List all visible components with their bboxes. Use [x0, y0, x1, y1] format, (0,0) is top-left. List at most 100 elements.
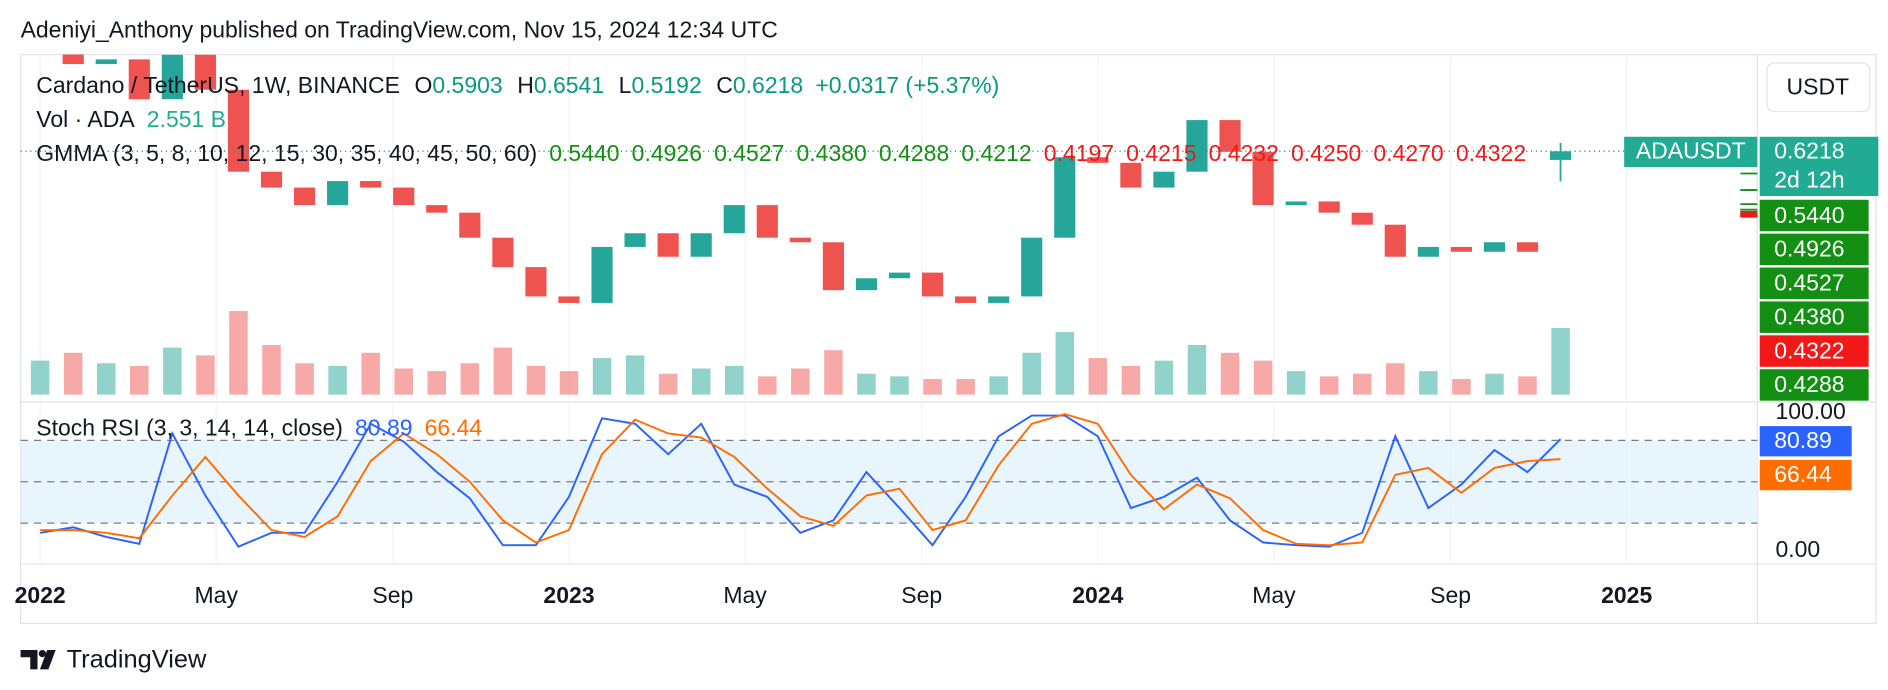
volume-bar — [1551, 327, 1570, 395]
candle-body — [1384, 224, 1406, 257]
gmma-value: 0.4270 — [1373, 140, 1443, 166]
volume-bar — [923, 378, 942, 395]
volume-pane — [30, 311, 1570, 395]
candle-body — [624, 233, 646, 247]
candle-body — [393, 187, 415, 206]
candle-body — [360, 181, 382, 188]
gmma-badge — [1759, 233, 1869, 266]
candle-body — [1087, 157, 1109, 163]
x-tick-label: Sep — [372, 582, 413, 608]
stoch-line — [40, 414, 1562, 548]
volume-bar — [956, 378, 975, 395]
chart-frame — [19, 53, 1877, 624]
stoch-legend: Stoch RSI (3, 3, 14, 14, close) 80.89 66.4… — [36, 415, 482, 441]
candle-body — [525, 267, 547, 297]
symbol-legend: Cardano / TetherUS, 1W, BINANCE O0.5903 H0… — [36, 72, 999, 98]
gmma-value: 0.4232 — [1209, 140, 1279, 166]
price-pane — [62, 54, 1572, 303]
candle-body — [756, 205, 778, 238]
overlay: ADAUSDT 0.6218 2d 12h 0.5440 0.4926 0.4527 0.4… — [15, 136, 1879, 608]
volume-bar — [1220, 352, 1240, 395]
candle-body — [1153, 171, 1175, 188]
price-badge-label: 0.6218 — [1774, 138, 1844, 164]
volume-bar — [1253, 360, 1273, 395]
volume-bar — [658, 373, 678, 395]
change-value: +0.0317 (+5.37%) — [815, 72, 999, 98]
volume-bar — [1088, 358, 1108, 395]
gmma-badge — [1759, 301, 1869, 333]
volume-bar — [460, 363, 480, 395]
candle-body — [988, 296, 1010, 303]
gmma-value: 0.4212 — [961, 140, 1031, 166]
volume-bar — [328, 365, 347, 395]
high-value: 0.6541 — [534, 72, 604, 98]
gmma-badge-label: 0.4288 — [1774, 371, 1844, 397]
gmma-value: 0.4527 — [714, 140, 784, 166]
candle-body — [723, 205, 745, 234]
x-tick-label: 2025 — [1601, 582, 1652, 608]
countdown-label: 2d 12h — [1774, 167, 1844, 193]
gmma-badge-label: 0.4926 — [1774, 236, 1844, 262]
x-tick-label: Sep — [901, 582, 942, 608]
candle-body — [1186, 120, 1208, 172]
gmma-value: 0.4215 — [1126, 140, 1196, 166]
volume-bar — [1154, 360, 1174, 395]
volume-bar — [361, 352, 380, 395]
candle-body — [492, 237, 514, 268]
candle-body — [426, 205, 448, 213]
gmma-badge-label: 0.4380 — [1774, 303, 1844, 329]
volume-bar — [63, 352, 83, 395]
volume-bar — [163, 347, 182, 395]
candle-body — [1516, 242, 1539, 252]
low-label: L — [619, 72, 632, 98]
gmma-value: 0.4322 — [1456, 140, 1526, 166]
volume-bar — [1319, 376, 1339, 395]
candle-body — [591, 246, 613, 303]
y-tick-label: 0.00 — [1775, 536, 1820, 562]
candle-body — [327, 181, 349, 206]
open-value: 0.5903 — [432, 72, 502, 98]
open-label: O — [414, 72, 432, 98]
stoch-pane — [20, 54, 1758, 565]
volume-bar — [559, 371, 579, 395]
stoch-badge-label: 80.89 — [1774, 427, 1832, 453]
x-tick-label: 2023 — [543, 582, 594, 608]
candle-body — [1285, 201, 1307, 206]
gmma-value: 0.4380 — [797, 140, 867, 166]
candle-body — [1054, 157, 1076, 238]
volume-bar — [724, 365, 744, 395]
low-value: 0.5192 — [631, 72, 701, 98]
stoch-line — [40, 413, 1561, 547]
currency-button[interactable] — [1766, 62, 1871, 113]
symbol-badge — [1624, 136, 1758, 168]
volume-bar — [262, 344, 281, 395]
x-tick-label: May — [195, 582, 239, 608]
volume-bar — [1518, 376, 1537, 395]
gmma-value: 0.4250 — [1291, 140, 1361, 166]
volume-bar — [1055, 331, 1075, 395]
close-label: C — [716, 72, 733, 98]
volume-value: 2.551 B — [147, 106, 226, 132]
gmma-badge — [1759, 335, 1869, 367]
x-tick-label: 2024 — [1072, 582, 1123, 608]
close-value: 0.6218 — [733, 72, 803, 98]
logo-icon — [20, 649, 56, 670]
volume-bar — [1022, 352, 1041, 395]
volume-bar — [96, 363, 116, 395]
price-badge — [1759, 136, 1879, 197]
volume-bar — [229, 311, 248, 395]
candle-body — [459, 212, 481, 238]
candle-body — [1021, 237, 1043, 297]
volume-bar — [130, 365, 149, 395]
currency-label[interactable]: USDT — [1787, 74, 1850, 100]
volume-bar — [1121, 365, 1141, 395]
x-tick-label: 2022 — [15, 582, 66, 608]
volume-bar — [1485, 373, 1504, 395]
gmma-badge-label: 0.4527 — [1774, 270, 1844, 296]
candle-body — [62, 54, 84, 65]
candle-body — [657, 233, 679, 257]
volume-bar — [1419, 371, 1438, 395]
gmma-value: 0.4288 — [879, 140, 949, 166]
